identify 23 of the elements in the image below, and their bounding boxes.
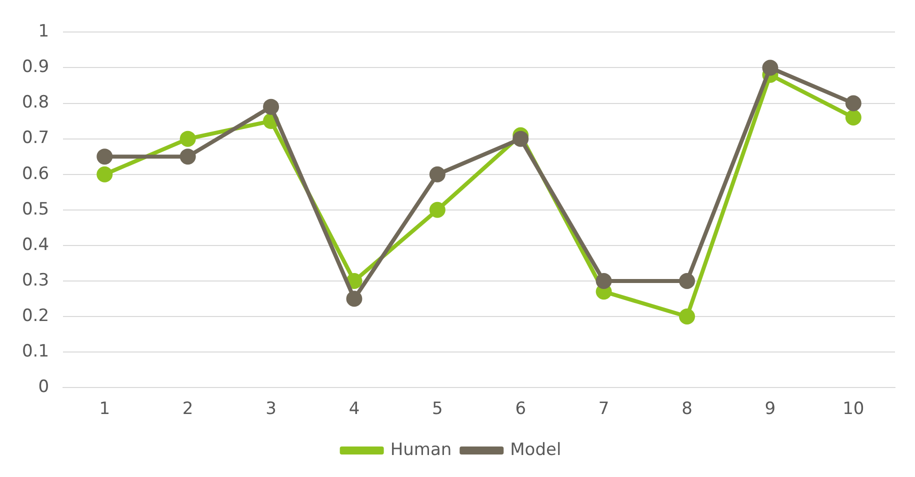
y-tick-label: 0: [38, 377, 50, 398]
x-tick-label: 4: [348, 399, 360, 420]
x-tick-label: 1: [99, 399, 110, 420]
y-tick-label: 0.1: [22, 341, 50, 362]
x-tick-label: 6: [515, 399, 526, 420]
y-tick-label: 0.7: [22, 128, 50, 148]
x-tick-label: 5: [432, 399, 443, 420]
y-tick-label: 0.9: [22, 57, 50, 78]
y-tick-label: 0.5: [22, 199, 50, 220]
x-tick-label: 7: [598, 399, 610, 420]
legend-label: Model: [510, 440, 562, 460]
y-tick-label: 1: [38, 22, 50, 42]
y-tick-label: 0.6: [22, 164, 50, 184]
x-tick-label: 8: [682, 399, 692, 420]
legend-label: Human: [390, 440, 452, 460]
x-tick-label: 10: [842, 399, 864, 420]
y-tick-label: 0.2: [22, 306, 50, 326]
x-tick-label: 9: [764, 399, 776, 420]
y-tick-label: 0.3: [22, 270, 50, 290]
y-tick-label: 0.8: [22, 92, 50, 113]
y-tick-label: 0.4: [22, 234, 50, 255]
x-tick-label: 2: [182, 399, 194, 420]
x-tick-label: 3: [266, 399, 276, 420]
